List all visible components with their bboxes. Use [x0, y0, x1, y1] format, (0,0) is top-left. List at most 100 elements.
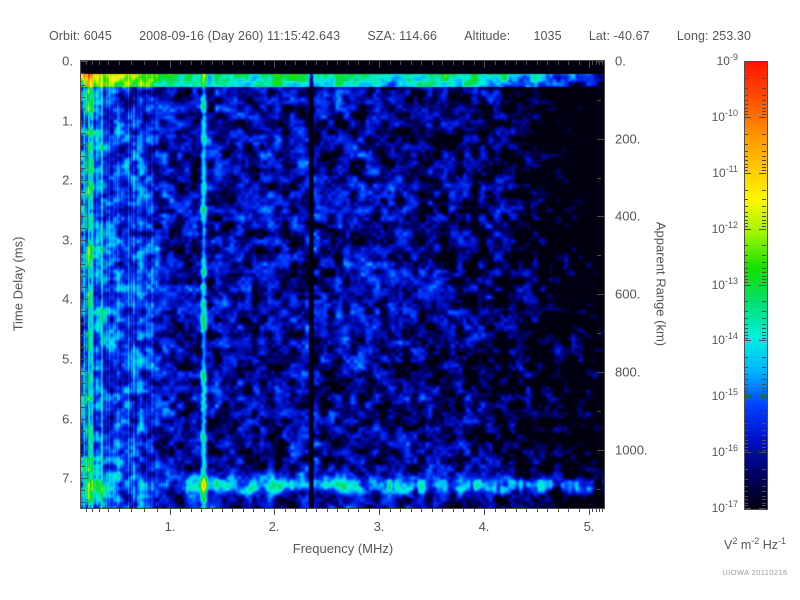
colorbar-tick-minor: [744, 332, 748, 333]
x-tick-top: [348, 61, 349, 65]
y-tick-right: [597, 139, 604, 140]
colorbar-tick-minor: [744, 111, 748, 112]
x-tick-bottom: [369, 508, 370, 512]
x-tick-bottom: [474, 508, 475, 512]
colorbar-tick-minor: [744, 88, 748, 89]
x-tick-bottom: [400, 508, 401, 512]
axis-line-left: [80, 60, 81, 509]
colorbar-tick-minor: [744, 226, 748, 227]
y-tick-right: [597, 294, 604, 295]
x-tick-top: [411, 61, 412, 65]
colorbar-tick-major: [744, 173, 751, 174]
colorbar-tick-minor: [762, 388, 766, 389]
colorbar-tick-minor: [744, 394, 748, 395]
colorbar-tick-major: [744, 61, 751, 62]
y-tick-label-left: 7.: [62, 470, 73, 486]
y-tick-left: [81, 287, 85, 288]
x-tick-top: [547, 61, 548, 65]
colorbar-tick-minor: [762, 190, 766, 191]
y-tick-left: [81, 133, 85, 134]
x-tick-top: [432, 61, 433, 65]
y-tick-right: [597, 450, 604, 451]
colorbar-tick-minor: [744, 104, 748, 105]
colorbar-tick-minor: [744, 440, 748, 441]
y-axis-right-title: Apparent Range (km): [653, 221, 669, 347]
latitude-value: -40.67: [613, 29, 650, 43]
colorbar-tick-minor: [744, 262, 748, 263]
colorbar-tick-minor: [762, 170, 766, 171]
colorbar-tick-minor: [762, 469, 766, 470]
x-tick-top: [558, 61, 559, 65]
colorbar-tick-minor: [762, 245, 766, 246]
datetime-value: 2008-09-16 (Day 260) 11:15:42.643: [139, 29, 341, 43]
colorbar-tick-exponent: -16: [724, 443, 738, 454]
x-tick-top: [212, 61, 213, 65]
x-tick-bottom: [463, 508, 464, 512]
colorbar-tick-minor: [762, 394, 766, 395]
x-tick-top: [119, 61, 120, 65]
x-tick-label: 2.: [268, 519, 280, 534]
y-tick-left: [81, 216, 85, 217]
x-tick-bottom: [589, 508, 590, 515]
colorbar-tick-minor: [762, 443, 766, 444]
x-tick-label: 1.: [164, 519, 176, 534]
x-tick-top: [170, 61, 171, 68]
x-tick-top: [157, 61, 158, 65]
x-tick-bottom: [596, 508, 597, 512]
x-tick-top: [337, 61, 338, 65]
colorbar-units-label: V2 m-2 Hz-1: [724, 536, 786, 552]
altitude-label: Altitude:: [464, 29, 511, 43]
x-tick-top: [92, 61, 93, 65]
x-tick-bottom: [537, 508, 538, 512]
x-tick-bottom: [316, 508, 317, 512]
x-tick-bottom: [602, 508, 603, 512]
colorbar-tick-exponent: -12: [724, 219, 738, 230]
colorbar-tick-minor: [762, 156, 766, 157]
colorbar-tick-exponent: -10: [724, 107, 738, 118]
x-tick-bottom: [222, 508, 223, 512]
x-tick-bottom: [201, 508, 202, 512]
colorbar-tick-minor: [762, 335, 766, 336]
colorbar-tick-minor: [762, 78, 766, 79]
x-tick-top: [191, 61, 192, 65]
colorbar-tick-minor: [744, 486, 748, 487]
colorbar-tick-major: [744, 117, 751, 118]
x-tick-top: [180, 61, 181, 65]
x-tick-bottom: [379, 508, 380, 515]
colorbar-tick-minor: [762, 301, 766, 302]
colorbar-tick-minor: [744, 144, 748, 145]
colorbar-tick-minor: [744, 301, 748, 302]
colorbar-tick-major: [759, 340, 766, 341]
x-tick-bottom: [579, 508, 580, 512]
x-tick-bottom: [157, 508, 158, 512]
colorbar-tick-minor: [762, 226, 766, 227]
y-tick-right: [597, 255, 601, 256]
x-tick-bottom: [453, 508, 454, 512]
colorbar-tick-minor: [762, 338, 766, 339]
colorbar-tick-minor: [762, 391, 766, 392]
colorbar-tick-minor: [762, 100, 766, 101]
colorbar-tick-minor: [744, 245, 748, 246]
y-tick-label-right: 600.: [615, 286, 641, 302]
y-tick-left: [81, 61, 88, 62]
y-tick-left: [81, 252, 85, 253]
colorbar-tick-label: 10-12: [688, 219, 738, 236]
y-tick-label-right: 200.: [615, 131, 641, 147]
colorbar-tick-minor: [744, 499, 748, 500]
colorbar-tick-minor: [744, 78, 748, 79]
colorbar-tick-minor: [744, 95, 748, 96]
colorbar-tick-minor: [762, 95, 766, 96]
y-tick-left: [81, 240, 88, 241]
x-tick-top: [131, 61, 132, 65]
colorbar-tick-minor: [744, 324, 748, 325]
x-tick-bottom: [495, 508, 496, 512]
sza-value: 114.66: [399, 29, 438, 43]
y-tick-left: [81, 347, 85, 348]
colorbar-tick-minor: [744, 282, 748, 283]
x-tick-bottom: [274, 508, 275, 515]
colorbar-tick-minor: [762, 279, 766, 280]
colorbar-tick-mantissa: 10: [716, 54, 730, 68]
colorbar-tick-minor: [744, 391, 748, 392]
colorbar-tick-label: 10-10: [688, 107, 738, 124]
y-tick-left: [81, 371, 85, 372]
